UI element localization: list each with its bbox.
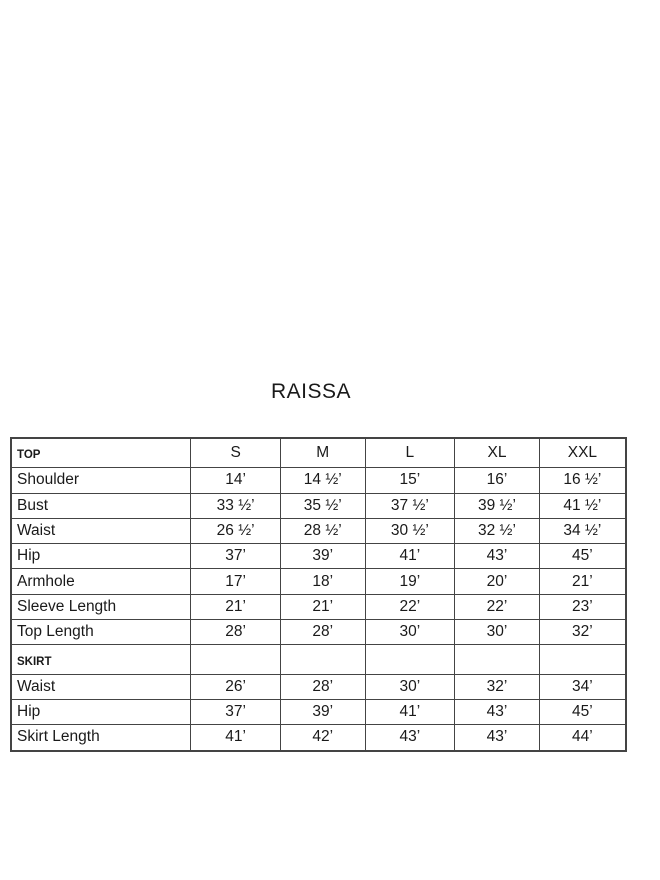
measurement-value: 23’ (538, 593, 627, 621)
table-row: Shoulder 14’ 14 ½’ 15’ 16’ 16 ½’ (10, 467, 627, 494)
measurement-value: 34’ (538, 673, 627, 700)
size-header: XXL (538, 437, 627, 469)
measurement-label: Armhole (10, 568, 192, 595)
measurement-value: 19’ (364, 568, 456, 595)
measurement-value: 37’ (190, 543, 281, 570)
table-row: Top Length 28’ 28’ 30’ 30’ 32’ (10, 619, 627, 646)
measurement-value: 32 ½’ (454, 517, 540, 545)
measurement-value: 16’ (454, 467, 540, 494)
measurement-label: Hip (10, 698, 192, 726)
measurement-value: 28’ (190, 619, 281, 646)
measurement-value: 45’ (538, 543, 627, 570)
measurement-value: 39’ (279, 543, 366, 570)
measurement-value: 32’ (538, 619, 627, 646)
empty-cell (538, 644, 627, 675)
table-row: Waist 26 ½’ 28 ½’ 30 ½’ 32 ½’ 34 ½’ (10, 517, 627, 545)
empty-cell (190, 644, 281, 675)
measurement-value: 14’ (190, 467, 281, 494)
measurement-label: Skirt Length (10, 724, 192, 752)
measurement-value: 32’ (454, 673, 540, 700)
measurement-value: 43’ (454, 724, 540, 752)
measurement-value: 14 ½’ (279, 467, 366, 494)
empty-cell (454, 644, 540, 675)
measurement-value: 15’ (364, 467, 456, 494)
measurement-label: Sleeve Length (10, 593, 192, 621)
table-row: Sleeve Length 21’ 21’ 22’ 22’ 23’ (10, 593, 627, 621)
measurement-value: 42’ (279, 724, 366, 752)
measurement-value: 35 ½’ (279, 492, 366, 519)
measurement-value: 43’ (454, 543, 540, 570)
measurement-value: 41’ (190, 724, 281, 752)
measurement-value: 20’ (454, 568, 540, 595)
size-header: XL (454, 437, 540, 469)
measurement-value: 26 ½’ (190, 517, 281, 545)
size-header: L (364, 437, 456, 469)
table-row: Waist 26’ 28’ 30’ 32’ 34’ (10, 673, 627, 700)
measurement-value: 33 ½’ (190, 492, 281, 519)
size-header: S (190, 437, 281, 469)
measurement-value: 22’ (364, 593, 456, 621)
measurement-value: 30’ (364, 673, 456, 700)
measurement-value: 28’ (279, 619, 366, 646)
measurement-value: 34 ½’ (538, 517, 627, 545)
chart-title: RAISSA (270, 380, 352, 403)
measurement-value: 21’ (279, 593, 366, 621)
measurement-value: 21’ (538, 568, 627, 595)
section-label: SKIRT (10, 644, 192, 675)
measurement-label: Waist (10, 673, 192, 700)
empty-cell (364, 644, 456, 675)
measurement-value: 39’ (279, 698, 366, 726)
measurement-label: Hip (10, 543, 192, 570)
measurement-value: 18’ (279, 568, 366, 595)
measurement-label: Top Length (10, 619, 192, 646)
measurement-value: 21’ (190, 593, 281, 621)
table-row: Hip 37’ 39’ 41’ 43’ 45’ (10, 543, 627, 570)
table-row: Skirt Length 41’ 42’ 43’ 43’ 44’ (10, 724, 627, 752)
measurement-value: 30’ (454, 619, 540, 646)
size-chart-table: TOP S M L XL XXL Shoulder 14’ 14 ½’ 15’ 16’ 16 ½’ Bu… (10, 437, 627, 752)
measurement-value: 37’ (190, 698, 281, 726)
measurement-value: 45’ (538, 698, 627, 726)
measurement-value: 44’ (538, 724, 627, 752)
measurement-value: 37 ½’ (364, 492, 456, 519)
measurement-value: 26’ (190, 673, 281, 700)
measurement-label: Shoulder (10, 467, 192, 494)
table-row: Hip 37’ 39’ 41’ 43’ 45’ (10, 698, 627, 726)
measurement-value: 41’ (364, 543, 456, 570)
measurement-value: 41 ½’ (538, 492, 627, 519)
section-header-row: SKIRT (10, 644, 627, 675)
table-row: Armhole 17’ 18’ 19’ 20’ 21’ (10, 568, 627, 595)
section-header-row: TOP S M L XL XXL (10, 437, 627, 469)
size-header: M (279, 437, 366, 469)
measurement-value: 41’ (364, 698, 456, 726)
measurement-value: 28 ½’ (279, 517, 366, 545)
measurement-value: 17’ (190, 568, 281, 595)
measurement-value: 30 ½’ (364, 517, 456, 545)
measurement-label: Waist (10, 517, 192, 545)
measurement-value: 43’ (454, 698, 540, 726)
measurement-value: 16 ½’ (538, 467, 627, 494)
section-label: TOP (10, 437, 192, 469)
empty-cell (279, 644, 366, 675)
table-row: Bust 33 ½’ 35 ½’ 37 ½’ 39 ½’ 41 ½’ (10, 492, 627, 519)
measurement-value: 43’ (364, 724, 456, 752)
measurement-value: 28’ (279, 673, 366, 700)
measurement-value: 39 ½’ (454, 492, 540, 519)
measurement-label: Bust (10, 492, 192, 519)
measurement-value: 30’ (364, 619, 456, 646)
measurement-value: 22’ (454, 593, 540, 621)
